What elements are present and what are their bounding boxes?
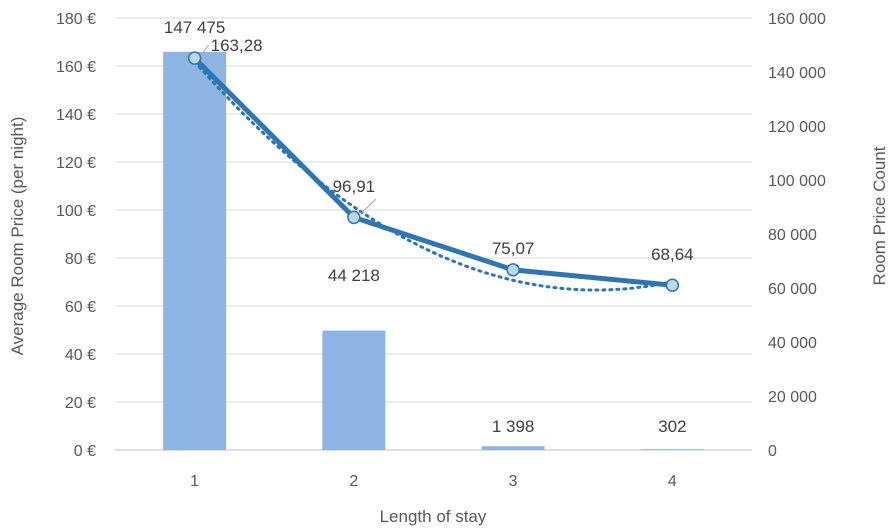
right-axis-ticks: 0 20 000 40 000 60 000 80 000 100 000 120 000 1… [768,11,826,460]
left-tick-label: 40 € [65,347,96,364]
line-series-average-room-price [187,51,680,293]
bar-value-label: 1 398 [492,417,535,436]
right-tick-label: 140 000 [768,65,826,82]
left-tick-label: 80 € [65,251,96,268]
right-tick-label: 120 000 [768,119,826,136]
right-tick-label: 80 000 [768,227,817,244]
bar-value-label: 302 [658,417,686,436]
right-tick-label: 20 000 [768,389,817,406]
right-axis-title: Room Price Count [870,146,889,285]
x-tick-label: 1 [190,473,199,490]
line-marker [187,51,202,65]
line-marker [506,263,520,277]
line-value-label: 68,64 [651,245,694,264]
line-marker [665,278,680,293]
right-tick-label: 160 000 [768,11,826,28]
left-axis-title: Average Room Price (per night) [8,117,27,356]
right-tick-label: 60 000 [768,281,817,298]
bar [640,449,704,450]
line-value-label: 163,28 [211,36,263,55]
trendline [193,60,674,292]
bar [481,446,545,450]
left-tick-label: 60 € [65,299,96,316]
left-tick-label: 160 € [56,59,96,76]
left-tick-label: 0 € [74,443,96,460]
right-tick-label: 40 000 [768,335,817,352]
x-tick-label: 4 [668,473,677,490]
label-leader-line [360,198,377,214]
right-tick-label: 0 [768,443,777,460]
data-labels: 147 475 44 218 1 398 302 163,28 96,91 75,07 68,… [164,18,694,436]
left-tick-label: 100 € [56,203,96,220]
bar-value-label: 147 475 [164,18,225,37]
line-marker [347,210,361,225]
trendline-path [193,60,674,292]
left-tick-label: 20 € [65,395,96,412]
left-tick-label: 120 € [56,155,96,172]
x-axis-ticks: 1 2 3 4 [190,473,677,490]
bar-series-room-price-count [163,51,704,450]
right-tick-label: 100 000 [768,173,826,190]
line-value-label: 75,07 [492,239,535,258]
bar [163,51,227,450]
x-axis-title: Length of stay [380,507,487,526]
line-path [192,56,673,288]
left-tick-label: 180 € [56,11,96,28]
label-leader-line [201,44,210,55]
bar [322,330,386,450]
x-tick-label: 2 [349,473,358,490]
x-tick-label: 3 [509,473,518,490]
bar-value-label: 44 218 [328,266,380,285]
left-axis-ticks: 0 € 20 € 40 € 60 € 80 € 100 € 120 € 140 € 160 € 1… [56,11,96,460]
left-tick-label: 140 € [56,107,96,124]
line-value-label: 96,91 [333,177,376,196]
